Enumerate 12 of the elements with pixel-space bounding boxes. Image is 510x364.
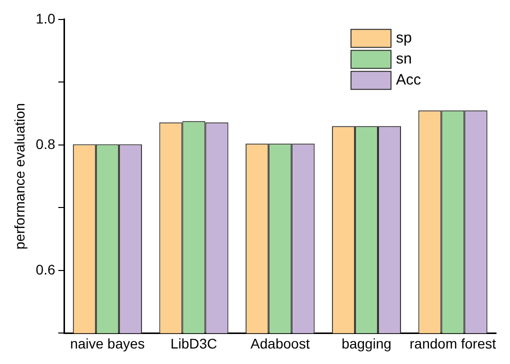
x-tick-label: Adaboost (250, 335, 310, 352)
legend-label: sp (396, 30, 412, 47)
legend-label: Acc (396, 72, 422, 89)
y-tick-label: 1.0 (36, 10, 56, 26)
legend-label: sn (396, 50, 412, 68)
y-axis-title: performance evaluation (11, 103, 28, 250)
y-tick-label: 0.8 (36, 136, 56, 152)
x-tick-label: naive bayes (70, 335, 145, 352)
x-tick-label: bagging (342, 335, 392, 352)
x-tick-label: LibD3C (170, 335, 218, 352)
x-tick-label: random forest (410, 335, 496, 352)
y-tick-label: 0.6 (36, 261, 56, 278)
